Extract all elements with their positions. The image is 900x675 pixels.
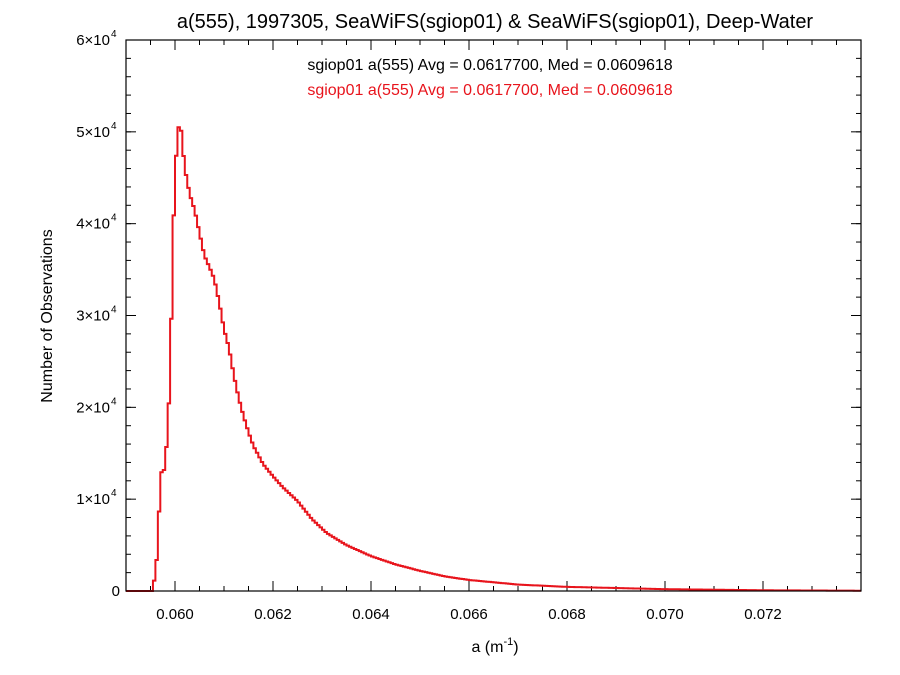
x-tick-label: 0.072 xyxy=(744,606,782,623)
x-tick-label: 0.068 xyxy=(548,606,586,623)
y-axis-label: Number of Observations xyxy=(39,229,56,402)
y-tick-exponent: 4 xyxy=(111,29,117,40)
y-tick-mantissa: 5×10 xyxy=(76,124,110,141)
axis-ticks: 0.060 0.062 0.064 0.066 0.068 0.070 0.072 0 1×10… xyxy=(76,29,862,623)
chart-title: a(555), 1997305, SeaWiFS(sgiop01) & SeaW… xyxy=(177,11,814,33)
y-tick-exponent: 4 xyxy=(111,305,117,316)
y-tick-mantissa: 0 xyxy=(112,583,120,600)
x-tick-label: 0.062 xyxy=(254,606,292,623)
y-tick-exponent: 4 xyxy=(111,396,117,407)
y-tick-exponent: 4 xyxy=(111,121,117,132)
annotation-red: sgiop01 a(555) Avg = 0.0617700, Med = 0.… xyxy=(307,82,672,99)
plot-frame xyxy=(125,39,862,592)
annotation-black: sgiop01 a(555) Avg = 0.0617700, Med = 0.… xyxy=(307,57,672,74)
x-tick-label: 0.064 xyxy=(352,606,390,623)
x-tick-label: 0.060 xyxy=(156,606,194,623)
series-line-red xyxy=(126,126,861,592)
y-tick-label: 2×10 xyxy=(76,399,110,416)
y-tick-label: 4×10 xyxy=(76,216,110,233)
y-tick-label: 0 xyxy=(112,583,120,600)
y-tick-label: 5×10 xyxy=(76,124,110,141)
y-tick-label: 3×10 xyxy=(76,308,110,325)
x-axis-label-close: ) xyxy=(513,639,518,656)
y-tick-mantissa: 6×10 xyxy=(76,32,110,49)
x-tick-label: 0.070 xyxy=(646,606,684,623)
y-tick-mantissa: 1×10 xyxy=(76,491,110,508)
x-axis-label-sup: -1 xyxy=(503,636,513,648)
y-tick-exponent: 4 xyxy=(111,488,117,499)
y-tick-mantissa: 3×10 xyxy=(76,308,110,325)
x-axis-label: a (m-1) xyxy=(471,636,518,656)
y-tick-exponent: 4 xyxy=(111,213,117,224)
y-tick-label: 6×10 xyxy=(76,32,110,49)
x-axis-label-base: a (m xyxy=(471,639,503,656)
x-tick-label: 0.066 xyxy=(450,606,488,623)
y-tick-label: 1×10 xyxy=(76,491,110,508)
y-tick-mantissa: 2×10 xyxy=(76,399,110,416)
y-tick-mantissa: 4×10 xyxy=(76,216,110,233)
